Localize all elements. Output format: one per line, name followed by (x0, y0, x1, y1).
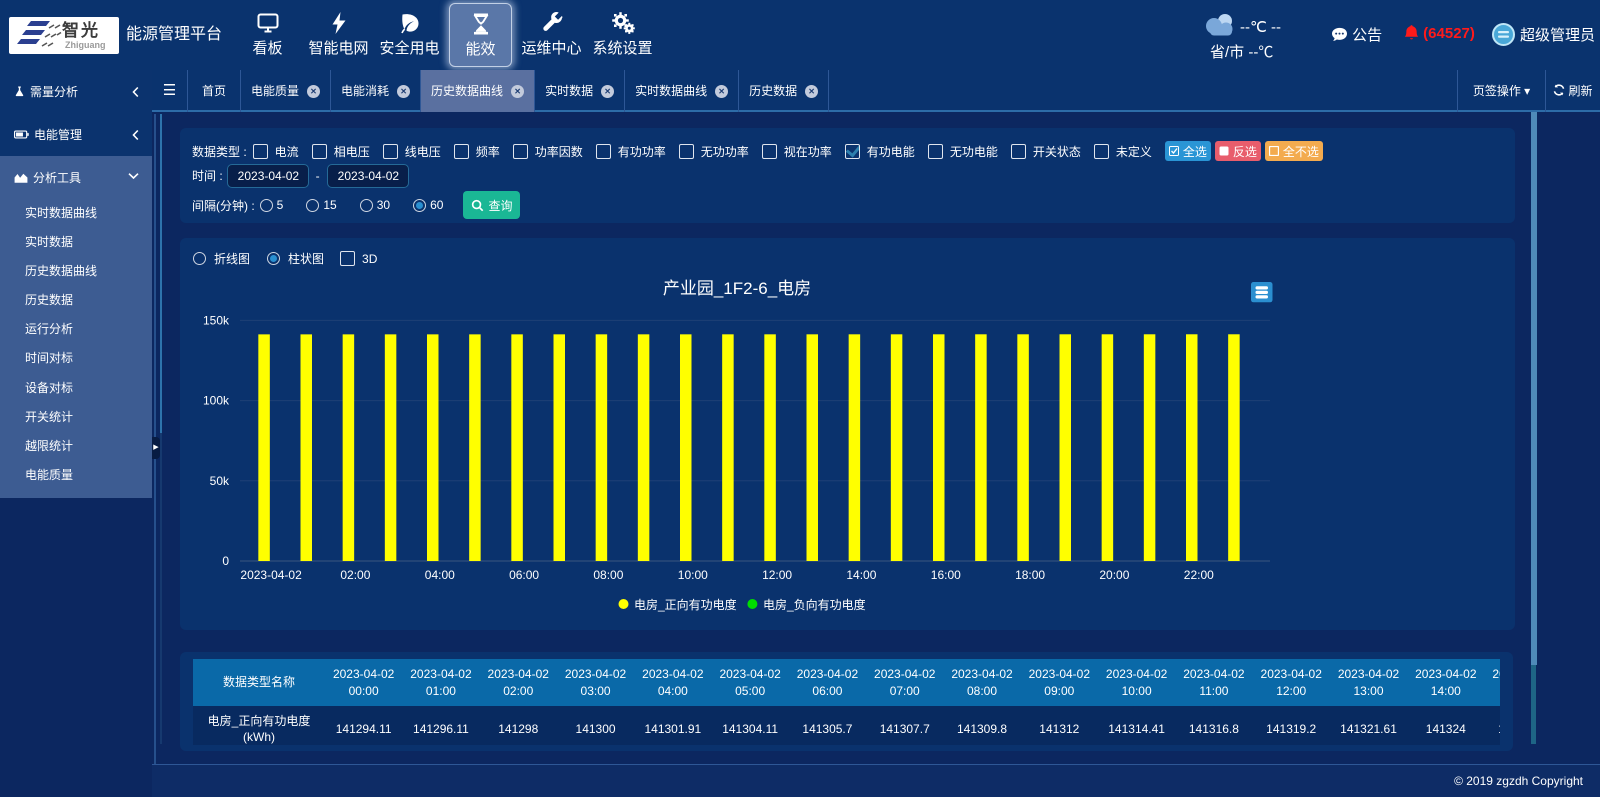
svg-text:150k: 150k (203, 313, 230, 327)
svg-text:06:00: 06:00 (509, 568, 539, 582)
svg-text:100k: 100k (203, 394, 230, 408)
svg-text:0: 0 (222, 554, 229, 568)
svg-text:12:00: 12:00 (762, 568, 792, 582)
svg-text:14:00: 14:00 (846, 568, 876, 582)
svg-text:08:00: 08:00 (593, 568, 623, 582)
svg-text:智光: 智光 (62, 20, 100, 40)
svg-text:20:00: 20:00 (1099, 568, 1129, 582)
svg-text:产业园_1F2-6_电房: 产业园_1F2-6_电房 (663, 279, 811, 298)
svg-text:02:00: 02:00 (340, 568, 370, 582)
svg-text:电房_负向有功电度: 电房_负向有功电度 (763, 597, 866, 612)
svg-text:16:00: 16:00 (931, 568, 961, 582)
svg-text:04:00: 04:00 (425, 568, 455, 582)
svg-text:18:00: 18:00 (1015, 568, 1045, 582)
svg-text:Zhiguang: Zhiguang (65, 40, 106, 50)
svg-text:电房_正向有功电度: 电房_正向有功电度 (634, 597, 737, 612)
svg-text:2023-04-02: 2023-04-02 (240, 568, 302, 582)
svg-text:10:00: 10:00 (678, 568, 708, 582)
svg-text:22:00: 22:00 (1184, 568, 1214, 582)
svg-text:50k: 50k (210, 474, 230, 488)
